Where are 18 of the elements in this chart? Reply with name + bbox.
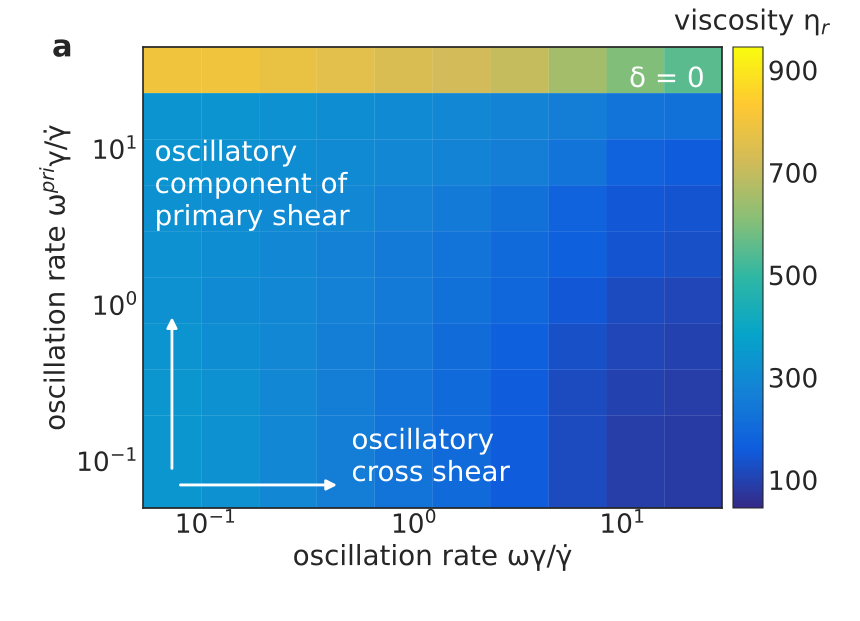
x-axis-title: oscillation rate ωγ/γ̇	[294, 544, 572, 571]
color-bar-label: 900	[770, 60, 816, 80]
annotation: oscillatory cross shear	[352, 428, 510, 482]
x-tick-label: 10$^{1}$	[602, 509, 644, 534]
color-bar-label: 100	[770, 470, 816, 490]
annotation: δ = 0	[630, 66, 703, 88]
color-bar-label: 300	[770, 368, 816, 388]
color-bar-label: 500	[770, 265, 816, 286]
x-tick-label: 10$^{0}$	[394, 508, 436, 534]
y-tick-label: 10$^{−1}$	[79, 447, 136, 472]
color-bar-label: 700	[770, 162, 816, 183]
y-tick-label: 10$^{0}$	[94, 290, 136, 316]
x-tick-label: 10$^{−1}$	[178, 509, 234, 534]
color-bar-title: viscosity η$_{r}$	[674, 8, 830, 36]
annotation: oscillatory component of primary shear	[156, 140, 350, 231]
chart-title: a	[53, 39, 70, 57]
y-axis-title: oscillation rate ω$^{pri}$γ/γ̇	[39, 125, 70, 430]
y-tick-label: 10$^{1}$	[94, 135, 136, 160]
